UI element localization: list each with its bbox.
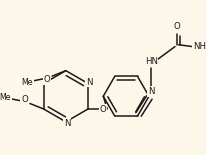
Text: N: N bbox=[148, 87, 154, 96]
Text: Me: Me bbox=[22, 78, 33, 87]
Text: O: O bbox=[21, 95, 28, 104]
Text: HN: HN bbox=[145, 57, 158, 66]
Text: N: N bbox=[64, 119, 70, 128]
Text: NH: NH bbox=[193, 42, 206, 51]
Text: N: N bbox=[86, 78, 93, 87]
Text: O: O bbox=[173, 22, 180, 31]
Text: Me: Me bbox=[0, 93, 11, 102]
Text: O: O bbox=[99, 104, 106, 113]
Text: O: O bbox=[43, 75, 50, 84]
